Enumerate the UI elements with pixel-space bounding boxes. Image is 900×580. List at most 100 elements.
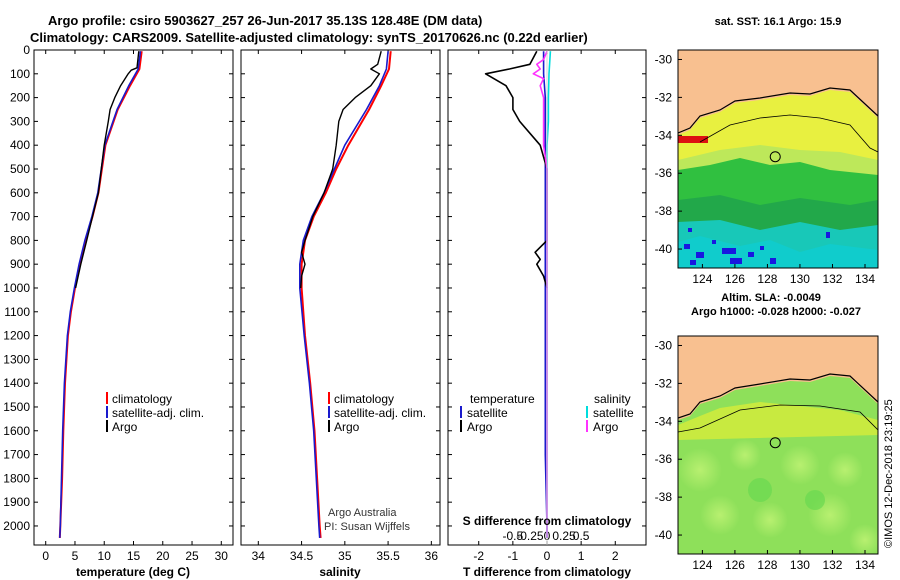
lon-tick-label: 130 <box>790 558 810 572</box>
x-tick-label: 5 <box>72 549 79 563</box>
warm-coastal-strip <box>678 136 708 143</box>
temperature-frame <box>33 49 234 546</box>
legend-argo: Argo <box>112 420 138 434</box>
altimetry-map-frame <box>677 335 879 555</box>
title-line-1: Argo profile: csiro 5903627_257 26-Jun-2… <box>48 13 482 28</box>
x-tick-label: -1 <box>508 549 519 563</box>
x-tick-label: -2 <box>473 549 484 563</box>
s-tick-label: -0.5 <box>503 529 524 543</box>
altim-map-lon-ticks: 124 126 128 130 132 134 <box>692 550 875 572</box>
y-tick-label: 0 <box>23 43 30 57</box>
y-tick-label: 300 <box>10 114 30 128</box>
legend-salinity-title: salinity <box>594 392 631 406</box>
lon-tick-label: 126 <box>725 272 745 286</box>
lat-tick-label: -34 <box>655 128 673 142</box>
y-tick-label: 1800 <box>3 471 30 485</box>
lat-tick-label: -40 <box>655 528 673 542</box>
temperature-panel: 0100200300400500600700800900100011001200… <box>3 43 234 579</box>
imos-watermark: ©IMOS 12-Dec-2018 23:19:25 <box>883 399 895 548</box>
series-climatology <box>58 51 143 538</box>
lon-tick-label: 134 <box>855 558 875 572</box>
y-tick-label: 600 <box>10 186 30 200</box>
y-tick-label: 200 <box>10 91 30 105</box>
lat-tick-label: -30 <box>655 338 673 352</box>
lat-tick-label: -36 <box>655 452 673 466</box>
x-tick-label: 0 <box>544 549 551 563</box>
difference-legend: temperature satellite Argo salinity sate… <box>460 392 634 434</box>
sst-map-lon-ticks: 124 126 128 130 132 134 <box>692 264 875 286</box>
difference-lines <box>484 50 552 545</box>
s-tick-label: 0.5 <box>573 529 590 543</box>
legend-argo: Argo <box>334 420 360 434</box>
altim-map-lat-ticks: -30 -32 -34 -36 -38 -40 <box>655 338 682 542</box>
y-tick-label: 400 <box>10 138 30 152</box>
argo-float-marker <box>769 437 781 449</box>
x-tick-label: 0 <box>42 549 49 563</box>
legend-temp-argo: Argo <box>467 420 493 434</box>
lat-tick-label: -32 <box>655 376 673 390</box>
sst-map-frame <box>677 49 879 269</box>
salinity-depth-ticks <box>241 49 440 527</box>
sst-map: sat. SST: 16.1 Argo: 15.9 -30-32-34-36-3… <box>655 16 879 286</box>
title-line-2: Climatology: CARS2009. Satellite-adjuste… <box>30 30 588 45</box>
sst-map-lat-ticks: -30 -32 -34 -36 -38 -40 <box>655 52 682 256</box>
lon-tick-label: 132 <box>822 558 842 572</box>
y-tick-label: 500 <box>10 162 30 176</box>
legend-climatology: climatology <box>334 392 394 406</box>
lon-tick-label: 124 <box>692 558 712 572</box>
temperature-xlabel: temperature (deg C) <box>76 565 190 579</box>
argo-float-marker <box>769 151 781 163</box>
y-tick-label: 1400 <box>3 376 30 390</box>
sea-surface-coldest <box>678 236 878 268</box>
s-tick-label: -0.25 <box>516 529 544 543</box>
isobath-contour <box>699 114 878 153</box>
x-tick-label: 10 <box>98 549 112 563</box>
altimetry-map: Altim. SLA: -0.0049 Argo h1000: -0.028 h… <box>655 292 879 572</box>
y-tick-label: 1500 <box>3 400 30 414</box>
legend-temperature-title: temperature <box>470 392 535 406</box>
temperature-lines <box>58 51 143 538</box>
legend-sal-argo: Argo <box>593 420 619 434</box>
sst-map-image <box>678 50 878 268</box>
y-tick-label: 100 <box>10 67 30 81</box>
legend-climatology: climatology <box>112 392 172 406</box>
x-tick-label: 20 <box>156 549 170 563</box>
lon-tick-label: 128 <box>757 272 777 286</box>
series-argo <box>300 51 382 289</box>
salinity-legend: climatology satellite-adj. clim. Argo <box>328 392 426 434</box>
x-tick-label: 34.5 <box>290 549 314 563</box>
x-tick-label: 35.5 <box>376 549 400 563</box>
lon-tick-label: 130 <box>790 272 810 286</box>
y-tick-label: 800 <box>10 233 30 247</box>
legend-temp-satellite: satellite <box>467 406 508 420</box>
difference-depth-ticks <box>448 49 646 527</box>
y-tick-label: 1000 <box>3 281 30 295</box>
lat-tick-label: -40 <box>655 242 673 256</box>
s-difference-ticks: -0.5-0.25 0 0.250.5 <box>503 529 590 543</box>
lon-tick-label: 134 <box>855 272 875 286</box>
y-tick-label: 1900 <box>3 495 30 509</box>
lon-tick-label: 126 <box>725 558 745 572</box>
lat-tick-label: -32 <box>655 90 673 104</box>
y-tick-label: 900 <box>10 257 30 271</box>
y-tick-label: 1600 <box>3 424 30 438</box>
salinity-xlabel: salinity <box>319 565 361 579</box>
lon-tick-label: 124 <box>692 272 712 286</box>
altimetry-map-image <box>678 336 878 554</box>
salinity-lines <box>298 51 392 538</box>
series-argo <box>74 51 140 289</box>
x-tick-label: 34 <box>252 549 266 563</box>
altim-title-1: Altim. SLA: -0.0049 <box>721 292 821 304</box>
y-tick-label: 1200 <box>3 329 30 343</box>
x-tick-label: 25 <box>185 549 199 563</box>
x-tick-label: 2 <box>612 549 619 563</box>
legend-satellite: satellite-adj. clim. <box>334 406 426 420</box>
x-tick-label: 1 <box>578 549 585 563</box>
y-tick-label: 2000 <box>3 519 30 533</box>
legend-satellite: satellite-adj. clim. <box>112 406 204 420</box>
shelf-high-anomaly <box>678 402 878 440</box>
series-satellite-adj-clim- <box>59 51 142 538</box>
lat-tick-label: -36 <box>655 166 673 180</box>
lon-tick-label: 128 <box>757 558 777 572</box>
lat-tick-label: -38 <box>655 490 673 504</box>
